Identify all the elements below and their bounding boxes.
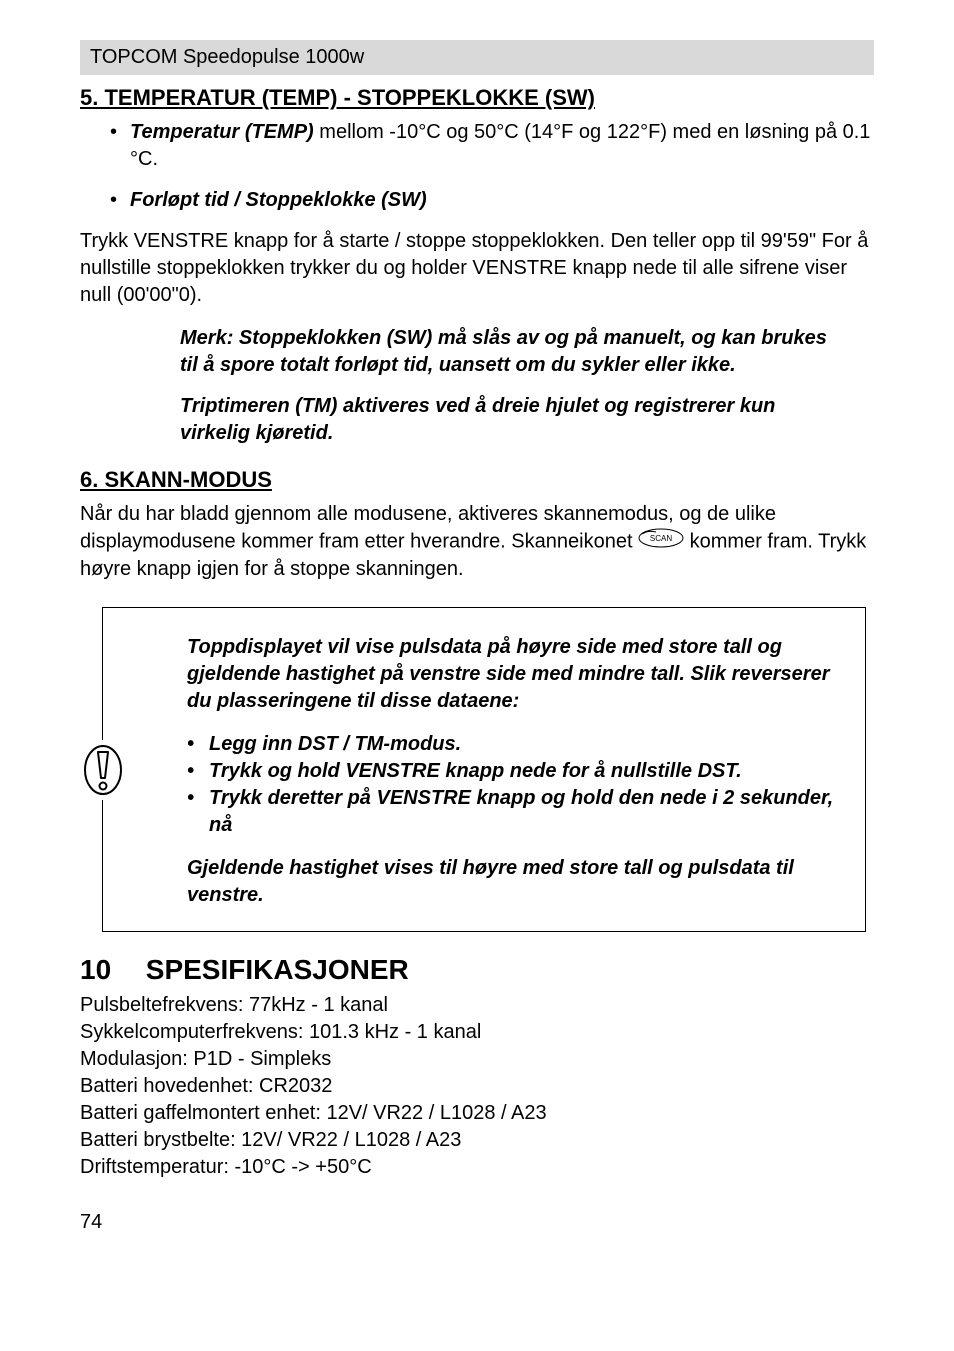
callout-li1: • Legg inn DST / TM-modus.: [187, 731, 835, 758]
spec-heading-text: SPESIFIKASJONER: [146, 954, 409, 985]
callout-li1-text: Legg inn DST / TM-modus.: [209, 731, 461, 758]
spec-heading-num: 10: [80, 954, 138, 986]
page: TOPCOM Speedopulse 1000w 5. TEMPERATUR (…: [0, 0, 954, 1274]
callout-li2: • Trykk og hold VENSTRE knapp nede for å…: [187, 758, 835, 785]
bullet-stopwatch-strong: Forløpt tid / Stoppeklokke (SW): [130, 187, 427, 214]
spec-l7: Driftstemperatur: -10°C -> +50°C: [80, 1154, 874, 1181]
callout-box: Toppdisplayet vil vise pulsdata på høyre…: [102, 607, 866, 932]
sec5-note1: Merk: Stoppeklokken (SW) må slås av og p…: [180, 325, 844, 379]
spec-l4: Batteri hovedenhet: CR2032: [80, 1073, 874, 1100]
bullet-temp-strong: Temperatur (TEMP): [130, 121, 314, 143]
callout-li3-text: Trykk deretter på VENSTRE knapp og hold …: [209, 785, 835, 839]
page-number: 74: [80, 1211, 874, 1234]
callout-li3: • Trykk deretter på VENSTRE knapp og hol…: [187, 785, 835, 839]
sec6-paragraph: Når du har bladd gjennom alle modusene, …: [80, 501, 874, 583]
header-bar: TOPCOM Speedopulse 1000w: [80, 40, 874, 75]
exclamation-icon: [79, 740, 127, 800]
spec-l5: Batteri gaffelmontert enhet: 12V/ VR22 /…: [80, 1100, 874, 1127]
bullet-stopwatch: • Forløpt tid / Stoppeklokke (SW): [110, 187, 874, 214]
bullet-dot-icon: •: [110, 187, 130, 214]
section-5-heading: 5. TEMPERATUR (TEMP) - STOPPEKLOKKE (SW): [80, 85, 874, 111]
sec5-notes: Merk: Stoppeklokken (SW) må slås av og p…: [180, 325, 844, 447]
bullet-dot-icon: •: [110, 119, 130, 146]
scan-icon-label: SCAN: [650, 534, 672, 543]
bullet-temp-text: Temperatur (TEMP) mellom -10°C og 50°C (…: [130, 119, 874, 173]
header-title: TOPCOM Speedopulse 1000w: [90, 46, 364, 68]
spec-l2: Sykkelcomputerfrekvens: 101.3 kHz - 1 ka…: [80, 1019, 874, 1046]
sec5-paragraph: Trykk VENSTRE knapp for å starte / stopp…: [80, 228, 874, 309]
bullet-dot-icon: •: [187, 731, 209, 758]
spec-l6: Batteri brystbelte: 12V/ VR22 / L1028 / …: [80, 1127, 874, 1154]
spec-heading: 10 SPESIFIKASJONER: [80, 954, 874, 986]
callout-top: Toppdisplayet vil vise pulsdata på høyre…: [187, 634, 835, 715]
spec-l1: Pulsbeltefrekvens: 77kHz - 1 kanal: [80, 992, 874, 1019]
section-6-heading: 6. SKANN-MODUS: [80, 467, 874, 493]
bullet-dot-icon: •: [187, 785, 209, 839]
callout-bottom: Gjeldende hastighet vises til høyre med …: [187, 855, 835, 909]
sec5-note2: Triptimeren (TM) aktiveres ved å dreie h…: [180, 393, 844, 447]
callout-list: • Legg inn DST / TM-modus. • Trykk og ho…: [187, 731, 835, 839]
callout-li2-text: Trykk og hold VENSTRE knapp nede for å n…: [209, 758, 742, 785]
scan-icon: SCAN: [638, 528, 684, 556]
bullet-temp: • Temperatur (TEMP) mellom -10°C og 50°C…: [110, 119, 874, 173]
spec-l3: Modulasjon: P1D - Simpleks: [80, 1046, 874, 1073]
bullet-dot-icon: •: [187, 758, 209, 785]
